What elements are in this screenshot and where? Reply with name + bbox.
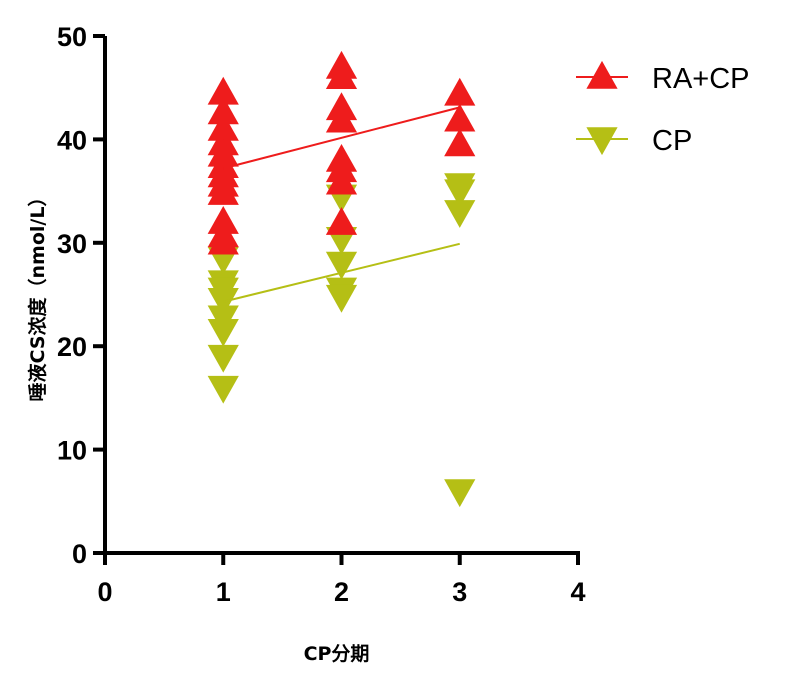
data-point: [444, 179, 476, 208]
x-tick-label: 1: [216, 577, 231, 607]
x-tick-label: 2: [334, 577, 349, 607]
y-tick-label: 20: [57, 332, 87, 362]
data-point: [325, 284, 358, 313]
data-point: [207, 318, 239, 347]
data-point: [207, 287, 239, 316]
data-point: [325, 104, 358, 133]
data-point: [325, 251, 358, 280]
data-point: [444, 77, 476, 106]
y-tick-label: 40: [57, 125, 87, 155]
data-point: [207, 177, 239, 205]
trend-line: [223, 242, 460, 303]
data-point: [207, 112, 239, 141]
data-point: [207, 344, 239, 373]
data-point: [444, 103, 476, 132]
legend-marker: [586, 127, 618, 156]
trend-line: [223, 106, 460, 170]
x-axis-title: CP分期: [304, 643, 370, 665]
legend-marker: [586, 60, 618, 89]
y-axis-title: 唾液CS浓度（nmol/L）: [26, 188, 49, 402]
x-tick-label: 4: [570, 577, 585, 607]
series-layer: [207, 50, 476, 508]
series-cp: [207, 173, 476, 508]
data-point: [444, 128, 476, 157]
data-point: [444, 200, 476, 228]
y-tick-label: 0: [72, 539, 87, 569]
data-point: [325, 61, 358, 90]
data-point: [207, 96, 239, 125]
y-tick-label: 10: [57, 436, 87, 466]
y-tick-label: 50: [57, 22, 87, 52]
data-point: [207, 375, 239, 404]
data-point: [325, 207, 358, 235]
legend-label: CP: [652, 125, 692, 157]
y-tick-label: 30: [57, 229, 87, 259]
data-point: [444, 479, 476, 508]
series-ra-cp: [207, 50, 476, 255]
ticks-layer: 0 10 20 30 40 50 0 1 2 3 4: [57, 22, 586, 607]
data-point: [325, 166, 358, 195]
x-tick-label: 0: [97, 577, 112, 607]
legend-label: RA+CP: [652, 63, 750, 95]
legend: RA+CP CP: [576, 60, 750, 157]
data-point: [207, 76, 239, 105]
x-tick-label: 3: [452, 577, 467, 607]
data-point: [207, 226, 239, 255]
